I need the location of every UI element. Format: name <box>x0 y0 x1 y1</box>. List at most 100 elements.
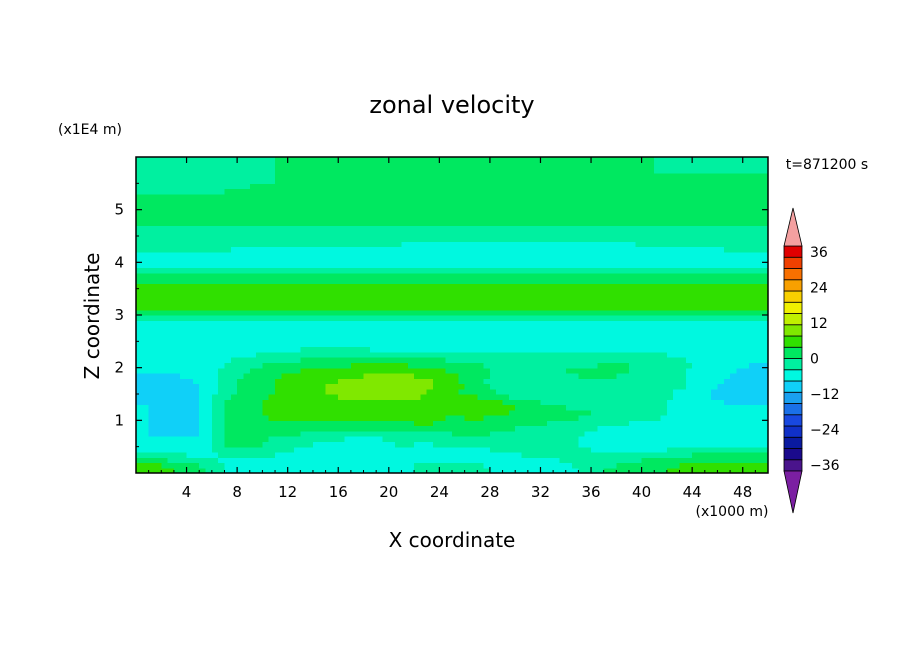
heatmap-cell <box>635 383 643 390</box>
heatmap-cell <box>382 278 390 284</box>
heatmap-cell <box>622 230 630 237</box>
heatmap-cell <box>540 346 548 353</box>
heatmap-cell <box>546 220 554 227</box>
heatmap-cell <box>458 462 466 469</box>
heatmap-cell <box>521 441 529 448</box>
heatmap-cell <box>199 399 207 406</box>
heatmap-cell <box>224 372 232 379</box>
heatmap-cell <box>287 415 295 421</box>
heatmap-cell <box>508 394 516 400</box>
heatmap-cell <box>540 241 548 248</box>
heatmap-cell <box>565 315 573 321</box>
heatmap-cell <box>344 467 352 473</box>
heatmap-cell <box>388 409 396 416</box>
heatmap-cell <box>224 214 232 221</box>
heatmap-cell <box>395 272 403 279</box>
heatmap-cell <box>660 436 668 442</box>
heatmap-cell <box>540 236 548 242</box>
heatmap-cell <box>357 283 365 290</box>
heatmap-cell <box>698 351 706 358</box>
heatmap-cell <box>439 299 447 306</box>
heatmap-cell <box>603 457 611 464</box>
heatmap-cell <box>483 404 491 411</box>
heatmap-cell <box>553 451 561 458</box>
heatmap-cell <box>382 346 390 353</box>
heatmap-cell <box>407 420 415 427</box>
heatmap-cell <box>622 399 630 406</box>
heatmap-cell <box>319 304 327 311</box>
heatmap-cell <box>300 267 308 274</box>
heatmap-cell <box>534 225 542 232</box>
heatmap-cell <box>647 394 655 400</box>
heatmap-cell <box>698 309 706 316</box>
heatmap-cell <box>553 462 561 469</box>
heatmap-cell <box>610 441 617 448</box>
heatmap-cell <box>723 214 731 221</box>
heatmap-cell <box>489 309 497 316</box>
heatmap-cell <box>243 220 251 227</box>
heatmap-cell <box>730 330 737 337</box>
heatmap-cell <box>685 425 693 432</box>
heatmap-cell <box>761 299 768 306</box>
heatmap-cell <box>319 362 327 369</box>
heatmap-cell <box>262 257 270 263</box>
heatmap-cell <box>439 430 447 437</box>
heatmap-cell <box>319 451 327 458</box>
heatmap-cell <box>426 399 434 406</box>
heatmap-cell <box>161 220 169 227</box>
heatmap-cell <box>508 467 516 473</box>
heatmap-cell <box>489 272 497 279</box>
heatmap-cell <box>433 409 440 416</box>
heatmap-cell <box>230 288 238 295</box>
heatmap-cell <box>199 457 207 464</box>
heatmap-cell <box>256 430 263 437</box>
heatmap-cell <box>287 441 295 448</box>
heatmap-cell <box>154 330 162 337</box>
heatmap-cell <box>211 320 219 327</box>
heatmap-cell <box>647 236 655 242</box>
heatmap-cell <box>540 425 548 432</box>
heatmap-cell <box>161 436 169 442</box>
heatmap-cell <box>591 257 598 263</box>
heatmap-cell <box>483 272 491 279</box>
heatmap-cell <box>395 430 403 437</box>
heatmap-cell <box>610 367 617 374</box>
heatmap-cell <box>331 330 339 337</box>
heatmap-cell <box>376 304 384 311</box>
heatmap-cell <box>325 309 333 316</box>
heatmap-cell <box>603 451 611 458</box>
heatmap-cell <box>647 341 655 348</box>
heatmap-cell <box>464 457 472 464</box>
heatmap-cell <box>546 446 554 453</box>
heatmap-cell <box>142 309 150 316</box>
heatmap-cell <box>350 293 358 300</box>
heatmap-cell <box>660 346 668 353</box>
heatmap-cell <box>508 346 516 353</box>
heatmap-cell <box>325 388 333 395</box>
heatmap-cell <box>755 346 763 353</box>
heatmap-cell <box>534 420 542 427</box>
heatmap-cell <box>268 362 276 369</box>
heatmap-cell <box>224 251 232 258</box>
heatmap-cell <box>407 362 415 369</box>
heatmap-cell <box>192 351 200 358</box>
heatmap-cell <box>382 262 390 269</box>
heatmap-cell <box>692 251 700 258</box>
heatmap-cell <box>597 430 605 437</box>
heatmap-cell <box>249 267 257 274</box>
heatmap-cell <box>433 415 440 421</box>
heatmap-cell <box>692 367 700 374</box>
heatmap-cell <box>154 430 162 437</box>
heatmap-cell <box>256 272 263 279</box>
heatmap-cell <box>635 267 643 274</box>
heatmap-cell <box>426 467 434 473</box>
heatmap-cell <box>180 462 188 469</box>
heatmap-cell <box>761 320 768 327</box>
heatmap-cell <box>205 462 213 469</box>
heatmap-cell <box>224 409 232 416</box>
heatmap-cell <box>142 278 150 284</box>
heatmap-cell <box>445 299 453 306</box>
heatmap-cell <box>395 315 403 321</box>
heatmap-cell <box>376 451 384 458</box>
heatmap-cell <box>742 246 750 253</box>
